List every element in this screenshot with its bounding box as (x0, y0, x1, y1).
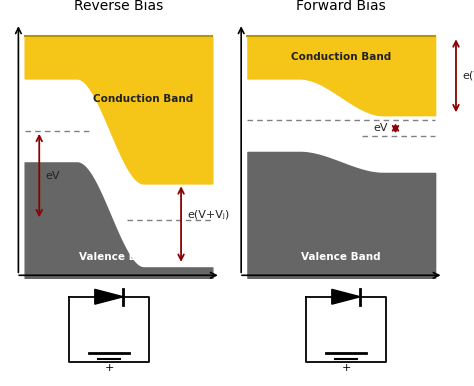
Title: Reverse Bias: Reverse Bias (74, 0, 163, 13)
Title: Forward Bias: Forward Bias (296, 0, 386, 13)
Text: e(Vⱼ-V): e(Vⱼ-V) (462, 71, 474, 81)
Text: Valence Band: Valence Band (79, 252, 158, 262)
Polygon shape (95, 290, 123, 304)
Text: e(V+Vⱼ): e(V+Vⱼ) (187, 210, 229, 220)
Text: Valence Band: Valence Band (301, 252, 381, 262)
Text: eV: eV (46, 171, 60, 181)
Polygon shape (332, 290, 360, 304)
Text: Conduction Band: Conduction Band (291, 52, 392, 63)
Text: eV: eV (374, 123, 388, 133)
Text: +: + (341, 364, 351, 374)
Text: Conduction Band: Conduction Band (93, 95, 194, 105)
Text: +: + (104, 364, 114, 374)
